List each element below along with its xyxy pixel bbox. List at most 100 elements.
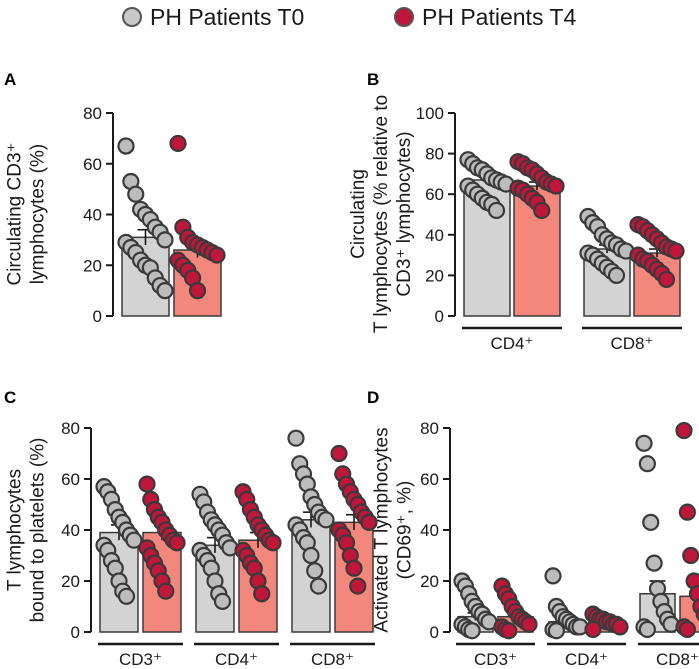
point-d-2-1-6 <box>695 607 699 621</box>
legend-marker-t4 <box>394 7 414 27</box>
point-c-2-1-0 <box>330 444 348 463</box>
point-d-2-1-2 <box>682 546 699 565</box>
y-tick-label-a-80: 80 <box>83 104 102 123</box>
y-axis-label-line-c-1: bound to platelets (%) <box>28 438 49 623</box>
y-tick-label-c-20: 20 <box>61 572 80 591</box>
panel-letter-a: A <box>4 70 16 89</box>
point-c-2-1-13 <box>345 559 363 577</box>
panel-letter-d: D <box>367 388 379 407</box>
point-b-0-1-14 <box>533 201 551 220</box>
point-d-2-1-1 <box>678 503 696 521</box>
y-axis-label-line-d-1: (CD69⁺, %) <box>395 481 416 580</box>
y-tick-label-a-40: 40 <box>83 206 102 225</box>
point-b-1-1-8 <box>667 242 685 260</box>
panel-letter-b: B <box>367 70 379 89</box>
point-c-1-0-15 <box>213 592 232 611</box>
point-c-2-0-13 <box>302 546 320 565</box>
point-d-2-0-1 <box>638 455 656 473</box>
group-label-c-2: CD8⁺ <box>311 650 354 669</box>
panel-c: 0 20 40 60 80 T lymphocytes bound to platelets… <box>5 419 378 669</box>
y-axis-label-line-a-0: Circulating CD3⁺ <box>5 142 26 285</box>
point-d-2-0-3 <box>645 554 663 572</box>
y-axis-label-b: Circulating T lymphocytes (% relative to C… <box>348 95 415 333</box>
point-d-2-1-10 <box>678 620 696 639</box>
group-label-d-0: CD3⁺ <box>474 650 517 669</box>
point-c-2-0-0 <box>287 429 305 447</box>
y-tick-label-b-60: 60 <box>425 185 444 204</box>
y-tick-label-a-20: 20 <box>83 256 102 275</box>
y-axis-label-line-d-0: Activated T lymphocytes <box>372 427 393 632</box>
point-d-1-1-9 <box>584 620 602 639</box>
y-tick-label-b-100: 100 <box>416 104 444 123</box>
group-label-d-2: CD8⁺ <box>656 650 699 669</box>
y-axis-label-line-a-1: lymphocytes (%) <box>28 144 49 284</box>
point-c-0-1-14 <box>157 582 175 600</box>
group-label-d-1: CD4⁺ <box>565 650 608 669</box>
legend-item-t4: PH Patients T4 <box>394 4 576 30</box>
point-b-0-0-15 <box>487 201 506 220</box>
legend-label-t4: PH Patients T4 <box>422 4 576 30</box>
point-c-2-0-15 <box>309 577 328 595</box>
point-b-0-1-8 <box>547 177 565 195</box>
panel-letter-c: C <box>4 388 16 407</box>
point-d-0-1-11 <box>500 622 518 640</box>
point-c-2-0-8 <box>317 511 335 529</box>
group-label-c-0: CD3⁺ <box>119 650 162 669</box>
y-tick-label-c-80: 80 <box>61 419 80 438</box>
point-c-0-0-8 <box>125 531 143 549</box>
group-label-b-0: CD4⁺ <box>491 334 534 353</box>
point-a-0-0-8 <box>156 231 174 249</box>
y-tick-label-d-20: 20 <box>420 572 439 591</box>
point-c-2-0-14 <box>306 562 324 580</box>
point-c-0-1-0 <box>138 475 156 493</box>
legend-label-t0: PH Patients T0 <box>150 4 304 30</box>
point-d-2-0-0 <box>635 434 653 452</box>
point-a-0-1-0 <box>169 134 187 153</box>
point-a-0-1-8 <box>208 246 226 264</box>
point-b-1-1-15 <box>657 270 676 289</box>
point-c-0-0-15 <box>117 587 136 605</box>
y-tick-label-d-60: 60 <box>420 470 439 489</box>
y-axis-label-a: Circulating CD3⁺ lymphocytes (%) <box>5 142 49 285</box>
y-axis-label-line-c-0: T lymphocytes <box>5 469 26 591</box>
point-d-2-1-0 <box>675 421 693 440</box>
panel-a: 0 20 40 60 80 Circulating CD3⁺ lymphocytes (%) <box>5 104 226 326</box>
point-c-2-1-14 <box>349 577 367 595</box>
point-d-1-0-0 <box>544 567 562 585</box>
y-tick-label-b-20: 20 <box>425 266 444 285</box>
point-a-0-0-0 <box>117 137 135 155</box>
point-d-1-0-10 <box>547 622 565 640</box>
panel-d: 0 20 40 60 80 Activated T lymphocytes (CD69⁺, … <box>372 419 699 669</box>
y-tick-label-c-40: 40 <box>61 521 80 540</box>
point-d-1-1-8 <box>611 618 629 636</box>
point-d-0-0-12 <box>463 622 481 640</box>
group-label-b-1: CD8⁺ <box>611 334 654 353</box>
y-tick-label-d-40: 40 <box>420 521 439 540</box>
y-tick-label-a-0: 0 <box>93 307 102 326</box>
point-c-0-1-8 <box>168 534 186 552</box>
legend-marker-t0 <box>122 7 142 27</box>
y-tick-label-c-60: 60 <box>61 470 80 489</box>
y-axis-label-c: T lymphocytes bound to platelets (%) <box>5 438 49 623</box>
point-d-0-1-8 <box>520 615 538 633</box>
legend-item-t0: PH Patients T0 <box>122 4 304 30</box>
point-d-2-0-2 <box>642 513 660 531</box>
point-b-1-0-15 <box>607 266 626 284</box>
point-c-1-1-8 <box>264 534 282 552</box>
y-axis-label-line-b-2: CD3⁺ lymphocytes) <box>394 131 415 296</box>
y-tick-label-b-80: 80 <box>425 145 444 164</box>
y-tick-label-d-0: 0 <box>430 623 439 642</box>
point-c-2-1-8 <box>360 513 378 531</box>
y-tick-label-b-0: 0 <box>435 307 444 326</box>
group-label-c-1: CD4⁺ <box>215 650 258 669</box>
point-a-0-1-13 <box>188 282 207 300</box>
y-tick-label-b-40: 40 <box>425 226 444 245</box>
y-axis-label-line-b-1: T lymphocytes (% relative to <box>371 95 392 333</box>
y-axis-label-line-b-0: Circulating <box>348 169 369 259</box>
y-tick-label-c-0: 0 <box>71 623 80 642</box>
point-a-0-0-2 <box>127 185 145 203</box>
y-tick-label-d-80: 80 <box>420 419 439 438</box>
point-c-1-1-14 <box>253 585 271 603</box>
